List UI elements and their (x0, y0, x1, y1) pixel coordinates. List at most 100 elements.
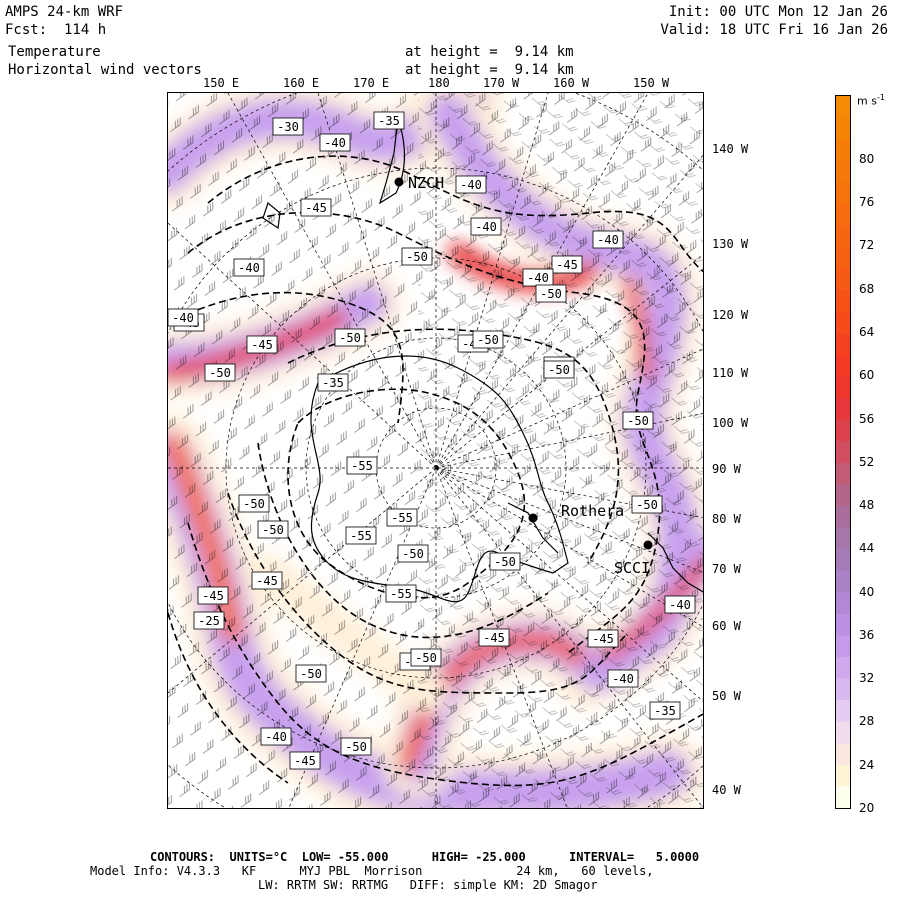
contour-label: -40 (168, 308, 199, 327)
forecast-hour: Fcst: 114 h (5, 22, 107, 38)
contour-label: -40 (592, 230, 624, 249)
height-info: at height = 9.14 km at height = 9.14 km (405, 43, 574, 79)
station-label-rothera: Rothera (561, 502, 624, 520)
variable-wind: Horizontal wind vectors (8, 62, 202, 78)
contour-label: -50 (622, 411, 654, 430)
lon-label-right: 60 W (712, 619, 741, 633)
footer-contours: CONTOURS: UNITS=°C LOW= -55.000 HIGH= -2… (150, 850, 700, 864)
lon-label-top: 180 (428, 76, 450, 90)
map-panel: NZCH Rothera SCCI -30 -40 -35 -40 -45 -40 -40-… (167, 92, 704, 809)
lon-label-top: 150 W (633, 76, 670, 90)
contour-label: -55 (385, 584, 417, 603)
colorbar-tick-label: 24 (859, 757, 875, 772)
contour-label-text: -50 (262, 523, 284, 537)
contour-label-text: -40 (527, 271, 549, 285)
station-label-nzch: NZCH (408, 174, 444, 192)
contour-label: -40 (664, 595, 696, 614)
contour-label: -55 (346, 456, 378, 475)
contour-label: -35 (373, 111, 405, 130)
contour-label-text: -50 (339, 331, 361, 345)
contour-label: -50 (543, 360, 575, 379)
contour-label: -35 (317, 373, 349, 392)
contour-label: -25 (193, 611, 225, 630)
contour-label: -50 (401, 247, 433, 266)
contour-label-text: -50 (548, 363, 570, 377)
contour-labels: -30 -40 -35 -40 -45 -40 -40 -50 -45 -40 -40 -45 -50 -… (168, 111, 696, 770)
footer-model-info: Model Info: V4.3.3 KF MYJ PBL Morrison 2… (90, 864, 654, 878)
lon-label-right: 90 W (712, 462, 741, 476)
colorbar-tick-label: 60 (859, 368, 875, 383)
longitude-labels-top: 150 E 160 E 170 E 180 170 W 160 W 150 W (0, 76, 900, 92)
colorbar-unit-sup: -1 (876, 93, 885, 102)
contour-label-text: -30 (277, 120, 299, 134)
wind-barbs (168, 93, 703, 808)
lon-label-top: 170 E (353, 76, 390, 90)
contour-label: -50 (204, 363, 236, 382)
contour-label-text: -45 (256, 574, 278, 588)
contour-label-text: -45 (251, 338, 273, 352)
contour-label-text: -35 (378, 114, 400, 128)
contour-label: -50 (334, 328, 366, 347)
contour-label-text: -40 (612, 672, 634, 686)
contour-label: -50 (257, 520, 289, 539)
contour-label-text: -50 (406, 250, 428, 264)
contour-label: -45 (478, 628, 510, 647)
contour-label-text: -40 (597, 233, 619, 247)
lon-label-right: 140 W (712, 142, 749, 156)
lon-label-right: 100 W (712, 416, 749, 430)
contour-label-text: -45 (202, 589, 224, 603)
colorbar-tick-label: 44 (859, 541, 875, 556)
height-wind: at height = 9.14 km (405, 62, 574, 78)
contour-label-text: -50 (494, 555, 516, 569)
polar-map: NZCH Rothera SCCI -30-40-35-40-45-40-40-… (168, 93, 703, 808)
colorbar-tick-label: 56 (859, 411, 875, 426)
contour-label: -40 (260, 727, 292, 746)
contour-label-text: -50 (402, 547, 424, 561)
station-scci: SCCI (614, 540, 653, 577)
contour-label-text: -45 (592, 632, 614, 646)
contour-label: -45 (289, 751, 321, 770)
contour-label-text: -45 (305, 201, 327, 215)
contour-label-text: -55 (391, 511, 413, 525)
contour-label-text: -35 (322, 376, 344, 390)
footer-physics: LW: RRTM SW: RRTMG DIFF: simple KM: 2D S… (258, 878, 598, 892)
colorbar-tick-label: 72 (859, 238, 875, 253)
colorbar-tick-label: 80 (859, 151, 875, 166)
contour-label: -50 (340, 737, 372, 756)
contour-label-text: -50 (415, 651, 437, 665)
contour-label: -50 (535, 284, 567, 303)
contour-label: -45 (246, 335, 278, 354)
contour-label: -50 (472, 330, 504, 349)
station-label-scci: SCCI (614, 559, 650, 577)
contour-label: -45 (587, 629, 619, 648)
contour-label: -45 (251, 571, 283, 590)
contour-label: -40 (470, 217, 502, 236)
contour-label: -50 (397, 544, 429, 563)
contour-label-text: -40 (475, 220, 497, 234)
station-rothera: Rothera (528, 502, 624, 523)
contour-label: -50 (295, 664, 327, 683)
lon-label-top: 160 W (553, 76, 590, 90)
contour-label: -55 (386, 508, 418, 527)
lon-label-right: 110 W (712, 366, 749, 380)
contour-label-text: -50 (243, 497, 265, 511)
init-time: Init: 00 UTC Mon 12 Jan 26 (668, 4, 888, 20)
contour-label-text: -55 (350, 529, 372, 543)
colorbar-tick-label: 32 (859, 671, 875, 686)
contour-label: -40 (233, 258, 265, 277)
contour-label-text: -45 (556, 258, 578, 272)
contour-label: -35 (649, 701, 681, 720)
station-nzch: NZCH (394, 174, 444, 192)
contour-label-text: -55 (390, 587, 412, 601)
contour-label: -55 (345, 526, 377, 545)
valid-time: Valid: 18 UTC Fri 16 Jan 26 (660, 22, 888, 38)
contour-label-text: -40 (460, 178, 482, 192)
colorbar-tick-label: 20 (859, 801, 875, 815)
colorbar-tick-label: 28 (859, 714, 875, 729)
header-left: AMPS 24-km WRF Fcst: 114 h (5, 3, 123, 39)
colorbar-unit: m s-1 (857, 93, 885, 108)
contour-label: -45 (197, 586, 229, 605)
colorbar-tick-label: 64 (859, 325, 875, 339)
contour-label-text: -50 (627, 414, 649, 428)
colorbar-tick-label: 48 (859, 498, 875, 513)
